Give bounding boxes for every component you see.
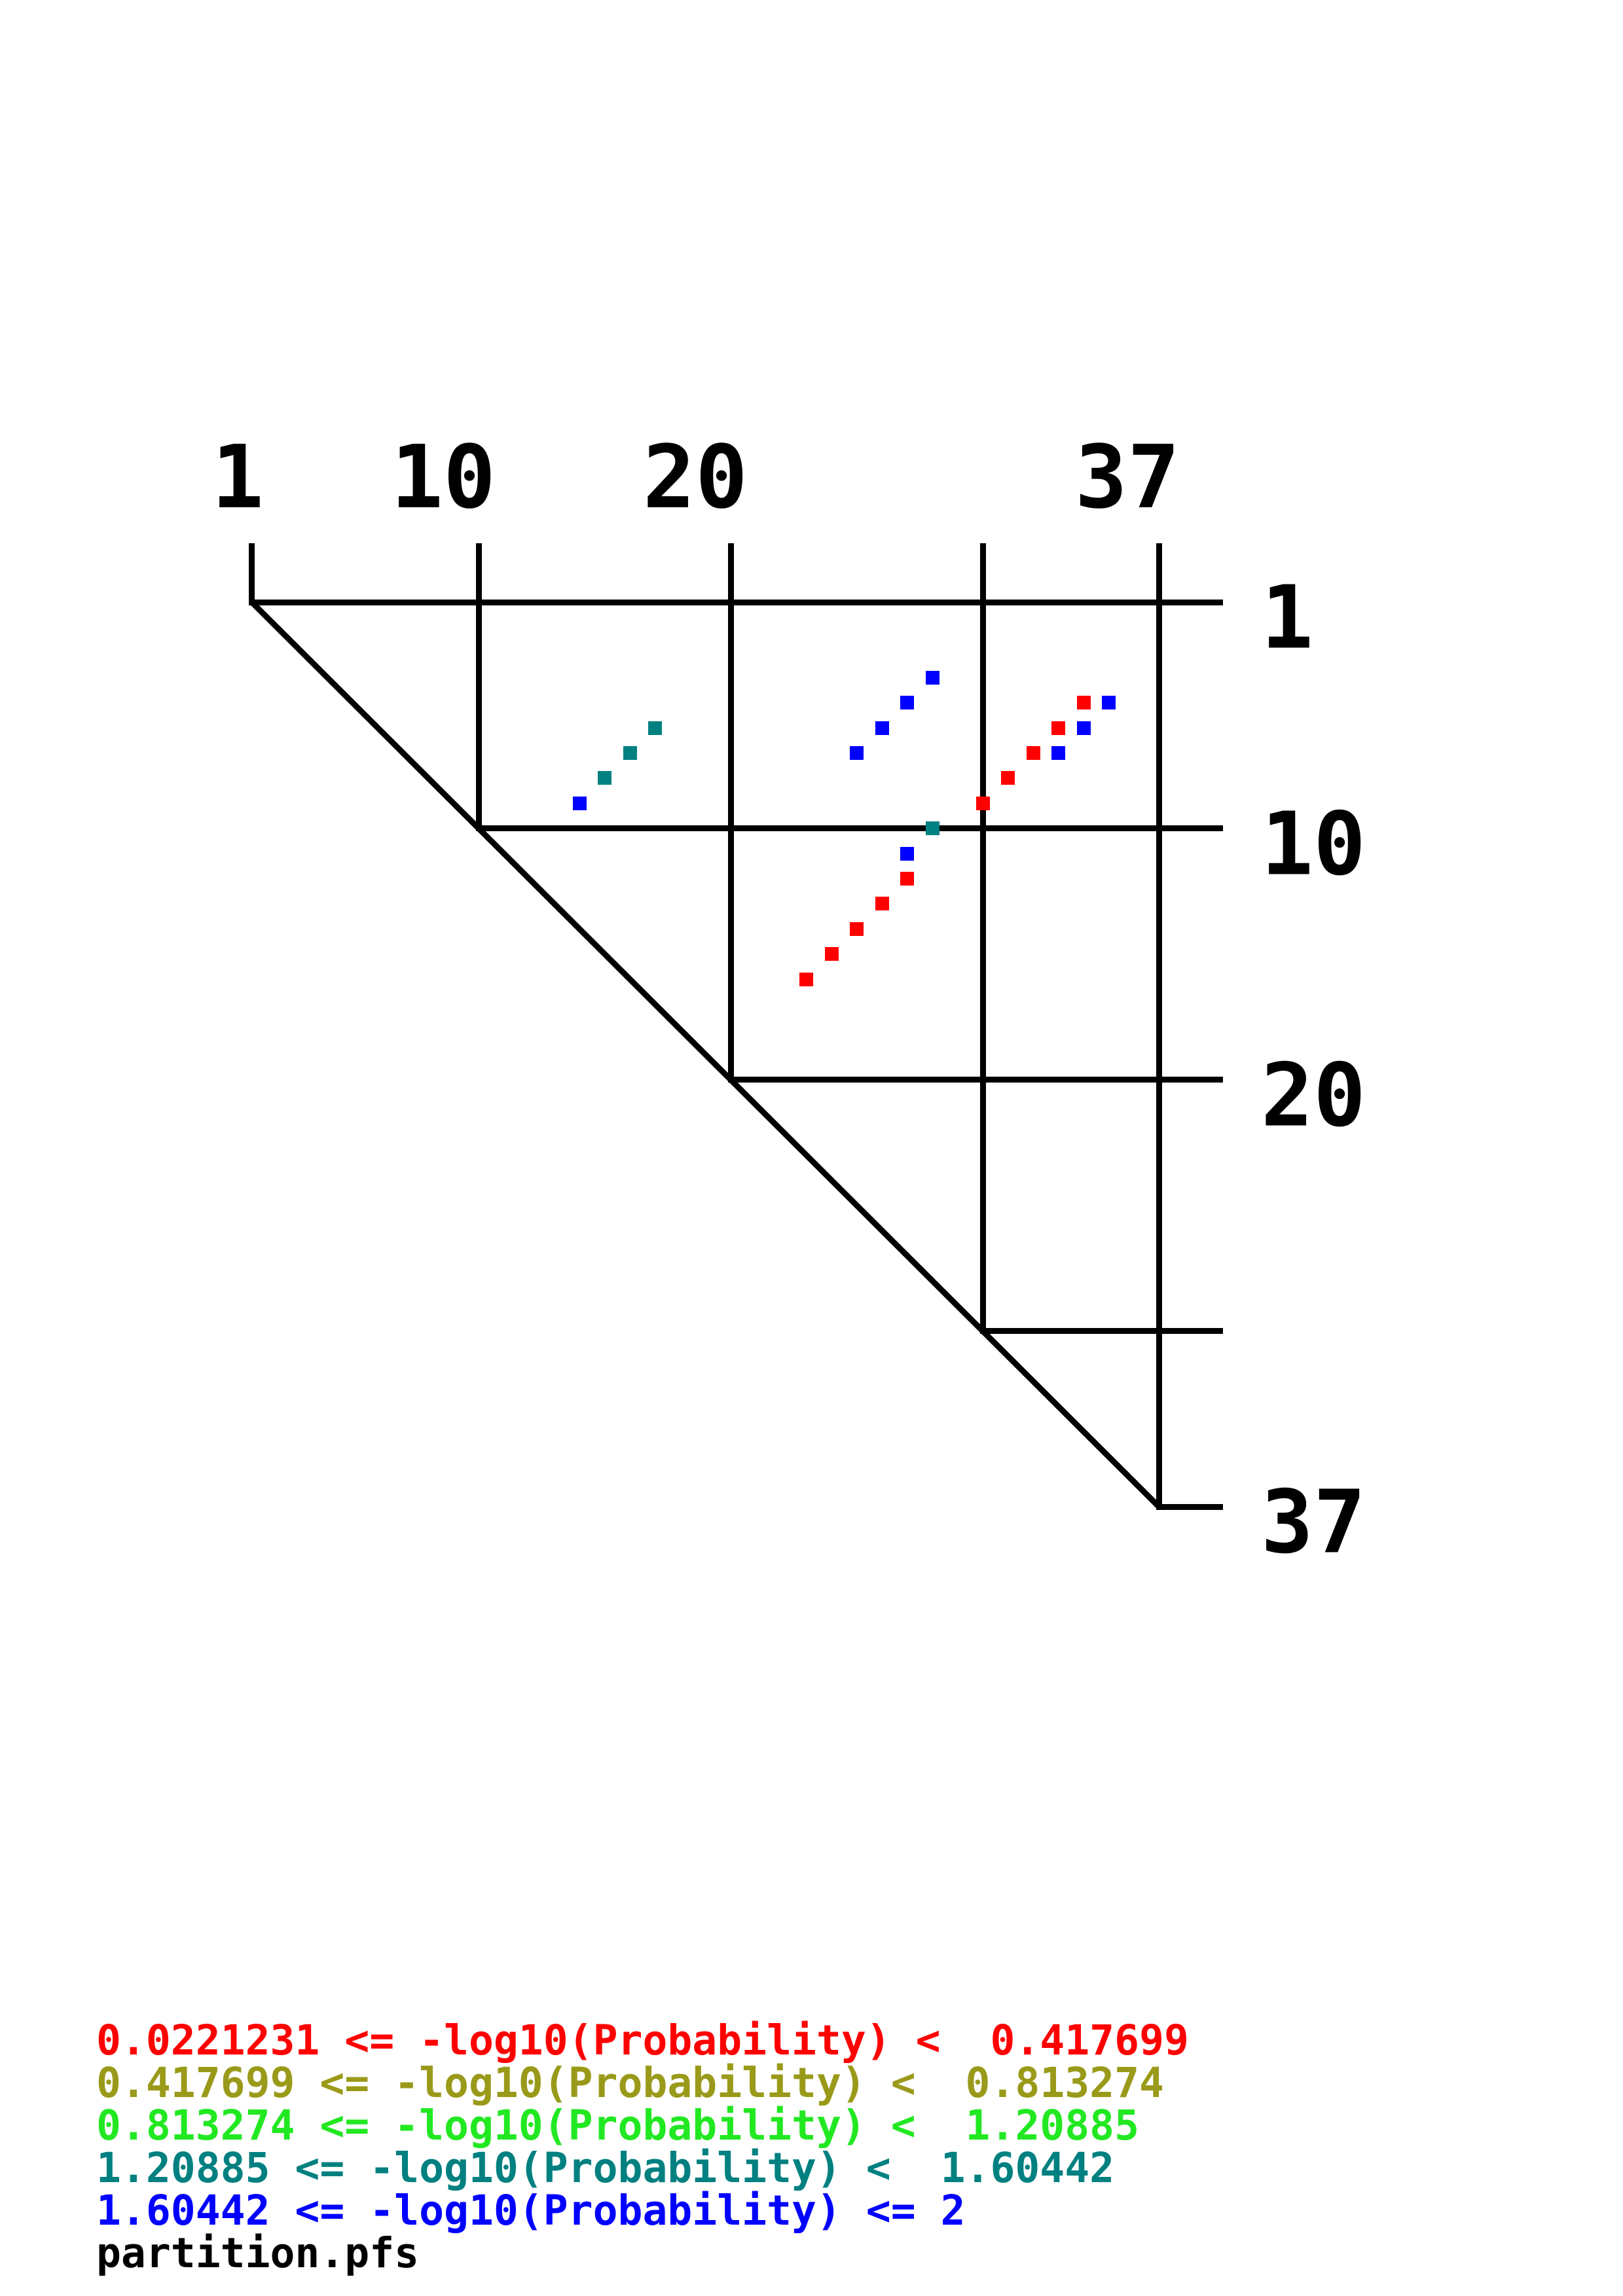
base-pair-dot-i6-j34 [1076,721,1091,735]
base-pair-dot-i7-j16 [623,745,637,760]
base-pair-dot-i8-j15 [598,771,611,785]
base-pair-dot-i9-j30 [976,796,990,810]
base-pair-dot-i5-j27 [900,696,914,710]
grid-line-vertical-10 [475,543,482,832]
legend-line-blue: 1.60442 <= -log10(Probability) <= 2 [96,2187,966,2234]
y-axis-tick-label-1: 1 [1261,567,1314,669]
base-pair-dot-i5-j35 [1102,696,1116,710]
base-pair-dot-i7-j33 [1051,745,1065,760]
legend-line-red: 0.0221231 <= -log10(Probability) < 0.417… [96,2017,1189,2064]
base-pair-dot-i8-j31 [1001,771,1015,785]
x-axis-tick-label-20: 20 [642,427,748,528]
base-pair-dot-i4-j28 [925,670,939,685]
base-pair-dot-i11-j27 [900,846,914,861]
x-axis-tick-label-10: 10 [390,427,496,528]
legend: 0.0221231 <= -log10(Probability) < 0.417… [96,2019,1189,2274]
base-pair-dot-i7-j32 [1026,745,1040,760]
base-pair-dot-i6-j33 [1051,721,1065,735]
grid-line-horizontal-30 [979,1328,1223,1335]
x-axis-tick-label-37: 37 [1074,427,1180,528]
base-pair-dot-i10-j28 [925,821,939,836]
base-pair-dot-i6-j17 [648,721,662,735]
grid-line-vertical-37 [1156,543,1162,1510]
base-pair-dot-i5-j34 [1076,696,1091,710]
base-pair-dot-i7-j25 [850,745,864,760]
base-pair-dot-i9-j14 [572,796,587,810]
base-pair-dot-i12-j27 [900,871,914,886]
base-pair-dot-i15-j24 [824,947,839,961]
x-axis-tick-label-1: 1 [211,427,264,528]
base-pair-dot-i6-j26 [875,721,889,735]
base-pair-dot-i13-j26 [875,897,889,911]
grid-line-vertical-30 [979,543,986,1335]
grid-line-horizontal-37 [1156,1503,1223,1510]
legend-line-green: 0.813274 <= -log10(Probability) < 1.2088… [96,2102,1140,2149]
y-axis-tick-label-10: 10 [1261,794,1366,895]
source-filename-label: partition.pfs [96,2229,420,2277]
legend-line-teal: 1.20885 <= -log10(Probability) < 1.60442 [96,2144,1115,2192]
diagonal-line [249,600,1161,1509]
y-axis-tick-label-37: 37 [1261,1472,1366,1573]
grid-line-horizontal-1 [249,599,1223,605]
grid-line-vertical-20 [727,543,734,1083]
base-pair-dot-i14-j25 [850,922,864,936]
grid-line-vertical-1 [249,543,255,605]
grid-line-horizontal-10 [475,825,1223,832]
base-pair-dot-i16-j23 [799,972,813,986]
y-axis-tick-label-20: 20 [1261,1045,1366,1147]
legend-line-olive: 0.417699 <= -log10(Probability) < 0.8132… [96,2059,1164,2107]
grid-line-horizontal-20 [727,1077,1223,1083]
